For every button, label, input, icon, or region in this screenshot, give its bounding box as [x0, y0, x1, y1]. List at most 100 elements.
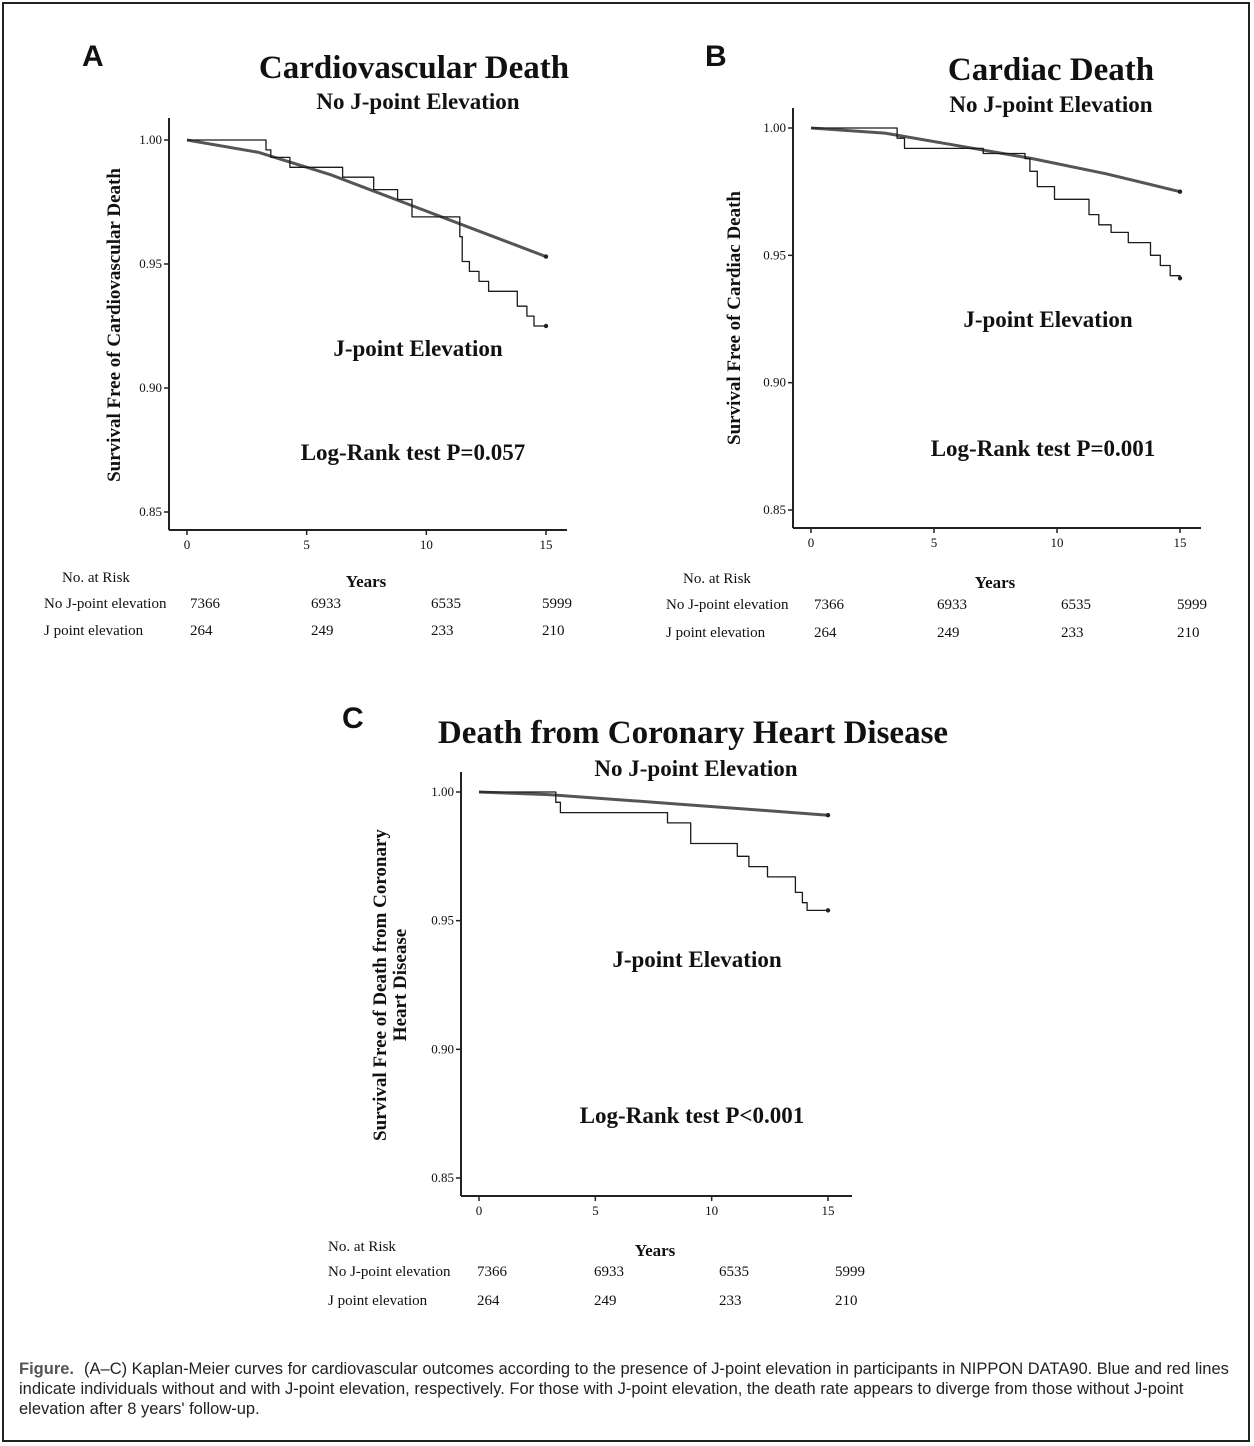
panel-c-risk-row-label-j: J point elevation: [328, 1293, 428, 1309]
panel-c-j-elevation-curve: [479, 791, 828, 912]
panel-c-y-tick-label: 0.90: [431, 1041, 454, 1056]
panel-c-risk-no-j-5: 6933: [594, 1264, 624, 1280]
panel-b-risk-row-label-no-j: No J-point elevation: [666, 597, 789, 613]
panel-a-risk-no-j-15: 5999: [542, 596, 572, 612]
panel-b-risk-j-10: 233: [1061, 625, 1084, 641]
panel-a-x-tick-label: 0: [184, 537, 191, 552]
caption-lead: Figure.: [19, 1360, 75, 1378]
panel-a-risk-no-j-5: 6933: [311, 596, 341, 612]
panel-b-x-tick-label: 0: [808, 535, 815, 550]
panel-a-y-tick-label: 1.00: [139, 132, 162, 147]
panel-a-no-j-elevation-curve: [186, 138, 547, 259]
panel-b-x-tick-label: 10: [1051, 535, 1064, 550]
panel-a-ylabel: Survival Free of Cardiovascular Death: [104, 168, 125, 482]
panel-b-y-tick-label: 0.85: [763, 502, 786, 517]
panel-b-y-tick-label: 0.95: [763, 247, 786, 262]
panel-b-risk-header: No. at Risk: [683, 571, 751, 587]
panel-b-curve-endpoint: [1177, 189, 1183, 194]
panel-c-risk-j-5: 249: [594, 1293, 617, 1309]
panel-b-risk-row-label-j: J point elevation: [666, 625, 766, 641]
panel-b: B Cardiac Death No J-point Elevation J-p…: [666, 40, 1207, 641]
panel-a-plot: 0.85 0.90 0.95 1.00 0 5 10 15: [139, 118, 567, 552]
panel-a-curve-endpoint: [543, 254, 549, 259]
panel-a: A Cardiovascular Death No J-point Elevat…: [44, 40, 572, 639]
panel-a-j-elevation-curve: [187, 139, 546, 327]
panel-c-risk-j-15: 210: [835, 1293, 858, 1309]
panel-c-risk-no-j-10: 6535: [719, 1264, 749, 1280]
panel-b-x-tick-label: 15: [1174, 535, 1187, 550]
panel-a-series-label-no-j: No J-point Elevation: [316, 89, 519, 114]
panel-b-curve-endpoint: [1177, 276, 1183, 281]
panel-c-risk-j-10: 233: [719, 1293, 742, 1309]
panel-c-risk-row-label-no-j: No J-point elevation: [328, 1264, 451, 1280]
figure-caption: Figure. (A–C) Kaplan-Meier curves for car…: [19, 1359, 1234, 1419]
panel-c-x-tick-label: 10: [705, 1203, 718, 1218]
panel-a-label: A: [82, 40, 104, 73]
panel-b-risk-j-0: 264: [814, 625, 837, 641]
panel-b-risk-no-j-0: 7366: [814, 597, 845, 613]
panel-b-risk-no-j-10: 6535: [1061, 597, 1091, 613]
caption-text: (A–C) Kaplan-Meier curves for cardiovasc…: [19, 1360, 1229, 1418]
panel-b-label: B: [705, 40, 727, 73]
panel-c: C Death from Coronary Heart Disease No J…: [328, 702, 948, 1309]
panel-c-ylabel-line-1: Survival Free of Death from Coronary: [370, 829, 391, 1141]
panel-c-risk-no-j-0: 7366: [477, 1264, 508, 1280]
panel-b-title: Cardiac Death: [948, 52, 1154, 88]
panel-b-ylabel: Survival Free of Cardiac Death: [724, 191, 745, 445]
panel-b-logrank: Log-Rank test P=0.001: [931, 436, 1156, 461]
panel-a-xlabel: Years: [346, 572, 387, 591]
panel-c-series-label-j: J-point Elevation: [612, 947, 782, 972]
panel-b-risk-no-j-15: 5999: [1177, 597, 1207, 613]
panel-a-risk-header: No. at Risk: [62, 570, 130, 586]
panel-c-plot: 0.85 0.90 0.95 1.00 0 5 10 15: [431, 772, 852, 1218]
panel-a-y-tick-label: 0.85: [139, 504, 162, 519]
panel-a-y-tick-label: 0.90: [139, 380, 162, 395]
panel-b-risk-j-15: 210: [1177, 625, 1200, 641]
panel-c-logrank: Log-Rank test P<0.001: [580, 1103, 805, 1128]
panel-b-x-tick-label: 5: [931, 535, 938, 550]
panel-c-xlabel: Years: [635, 1241, 676, 1260]
panel-c-label: C: [342, 702, 364, 735]
panel-a-risk-j-5: 249: [311, 623, 334, 639]
panel-b-no-j-elevation-curve: [810, 126, 1181, 194]
panel-a-series-label-j: J-point Elevation: [333, 336, 503, 361]
panel-c-curve-endpoint: [825, 908, 831, 913]
panel-c-title: Death from Coronary Heart Disease: [438, 715, 948, 751]
panel-c-series-label-no-j: No J-point Elevation: [594, 756, 797, 781]
panel-c-y-tick-label: 0.95: [431, 913, 454, 928]
panel-a-risk-row-label-j: J point elevation: [44, 623, 144, 639]
panel-c-x-tick-label: 15: [822, 1203, 835, 1218]
panel-a-curve-endpoint: [543, 323, 549, 329]
panel-c-y-tick-label: 1.00: [431, 784, 454, 799]
panel-b-series-label-no-j: No J-point Elevation: [949, 92, 1152, 117]
panel-a-risk-no-j-0: 7366: [190, 596, 221, 612]
panel-a-risk-no-j-10: 6535: [431, 596, 461, 612]
panel-c-risk-no-j-15: 5999: [835, 1264, 865, 1280]
panel-a-y-tick-label: 0.95: [139, 256, 162, 271]
panel-c-risk-header: No. at Risk: [328, 1239, 396, 1255]
panel-a-risk-j-15: 210: [542, 623, 565, 639]
panel-a-title: Cardiovascular Death: [259, 50, 569, 86]
panel-a-x-tick-label: 5: [303, 537, 310, 552]
panel-b-risk-j-5: 249: [937, 625, 960, 641]
panel-b-y-tick-label: 0.90: [763, 375, 786, 390]
panel-b-j-elevation-curve: [811, 127, 1181, 279]
panel-b-y-tick-label: 1.00: [763, 120, 786, 135]
panel-a-x-tick-label: 15: [540, 537, 553, 552]
panel-c-no-j-elevation-curve: [478, 790, 829, 817]
panel-a-risk-j-0: 264: [190, 623, 213, 639]
panel-a-logrank: Log-Rank test P=0.057: [301, 440, 526, 465]
panel-a-risk-row-label-no-j: No J-point elevation: [44, 596, 167, 612]
panel-a-risk-j-10: 233: [431, 623, 454, 639]
panel-b-risk-no-j-5: 6933: [937, 597, 967, 613]
panel-b-series-label-j: J-point Elevation: [963, 307, 1133, 332]
panel-c-x-tick-label: 0: [476, 1203, 483, 1218]
panel-b-xlabel: Years: [975, 573, 1016, 592]
panel-a-x-tick-label: 10: [420, 537, 433, 552]
panel-c-risk-j-0: 264: [477, 1293, 500, 1309]
panel-c-y-tick-label: 0.85: [431, 1170, 454, 1185]
panel-c-x-tick-label: 5: [592, 1203, 599, 1218]
panel-c-curve-endpoint: [825, 812, 831, 818]
